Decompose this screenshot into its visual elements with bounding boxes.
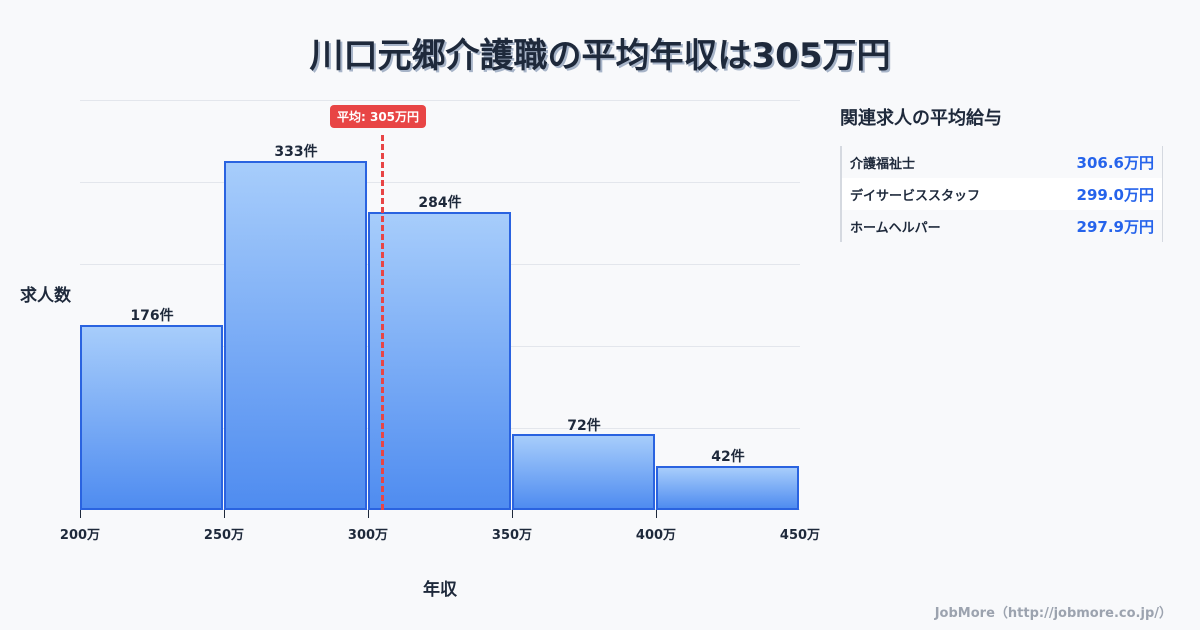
gridline <box>80 100 800 101</box>
bar-value-label: 72件 <box>567 418 601 434</box>
job-name: デイサービススタッフ <box>850 188 981 204</box>
average-badge: 平均: 305万円 <box>330 105 427 128</box>
y-axis-label: 求人数 <box>20 286 71 306</box>
bar-300-350 <box>368 212 511 510</box>
job-salary: 297.9万円 <box>1076 217 1154 236</box>
bar-200-250 <box>80 325 223 510</box>
related-salary-row: ホームヘルパー 297.9万円 <box>842 210 1162 242</box>
footer-credit: JobMore（http://jobmore.co.jp/） <box>934 606 1172 621</box>
x-tick <box>512 510 513 518</box>
chart-title: 川口元郷介護職の平均年収は305万円 <box>309 36 891 76</box>
x-tick-label: 400万 <box>635 528 677 543</box>
job-name: ホームヘルパー <box>850 220 941 236</box>
x-tick-label: 250万 <box>203 528 245 543</box>
job-salary: 306.6万円 <box>1076 153 1154 172</box>
related-salary-row: 介護福祉士 306.6万円 <box>842 146 1162 178</box>
related-salary-title: 関連求人の平均給与 <box>840 108 1002 129</box>
average-line <box>381 135 384 510</box>
bar-250-300 <box>224 161 367 510</box>
bar-400-450 <box>656 466 799 510</box>
bar-value-label: 42件 <box>711 449 745 465</box>
x-tick-label: 350万 <box>491 528 533 543</box>
plot-area: 176件 333件 284件 72件 42件 <box>80 100 800 510</box>
job-name: 介護福祉士 <box>850 156 916 172</box>
bar-value-label: 176件 <box>130 308 174 324</box>
bar-value-label: 284件 <box>418 195 462 211</box>
x-tick <box>80 510 81 518</box>
bar-350-400 <box>512 434 655 510</box>
x-tick <box>224 510 225 518</box>
x-tick-label: 450万 <box>779 528 821 543</box>
job-salary: 299.0万円 <box>1076 185 1154 204</box>
x-tick-label: 200万 <box>59 528 101 543</box>
related-salary-row: デイサービススタッフ 299.0万円 <box>842 178 1162 210</box>
related-salary-table: 介護福祉士 306.6万円 デイサービススタッフ 299.0万円 ホームヘルパー… <box>840 146 1163 242</box>
x-tick <box>656 510 657 518</box>
gridline <box>80 182 800 183</box>
x-tick <box>368 510 369 518</box>
bar-value-label: 333件 <box>274 144 318 160</box>
x-tick-label: 300万 <box>347 528 389 543</box>
x-axis-label: 年収 <box>423 580 457 600</box>
